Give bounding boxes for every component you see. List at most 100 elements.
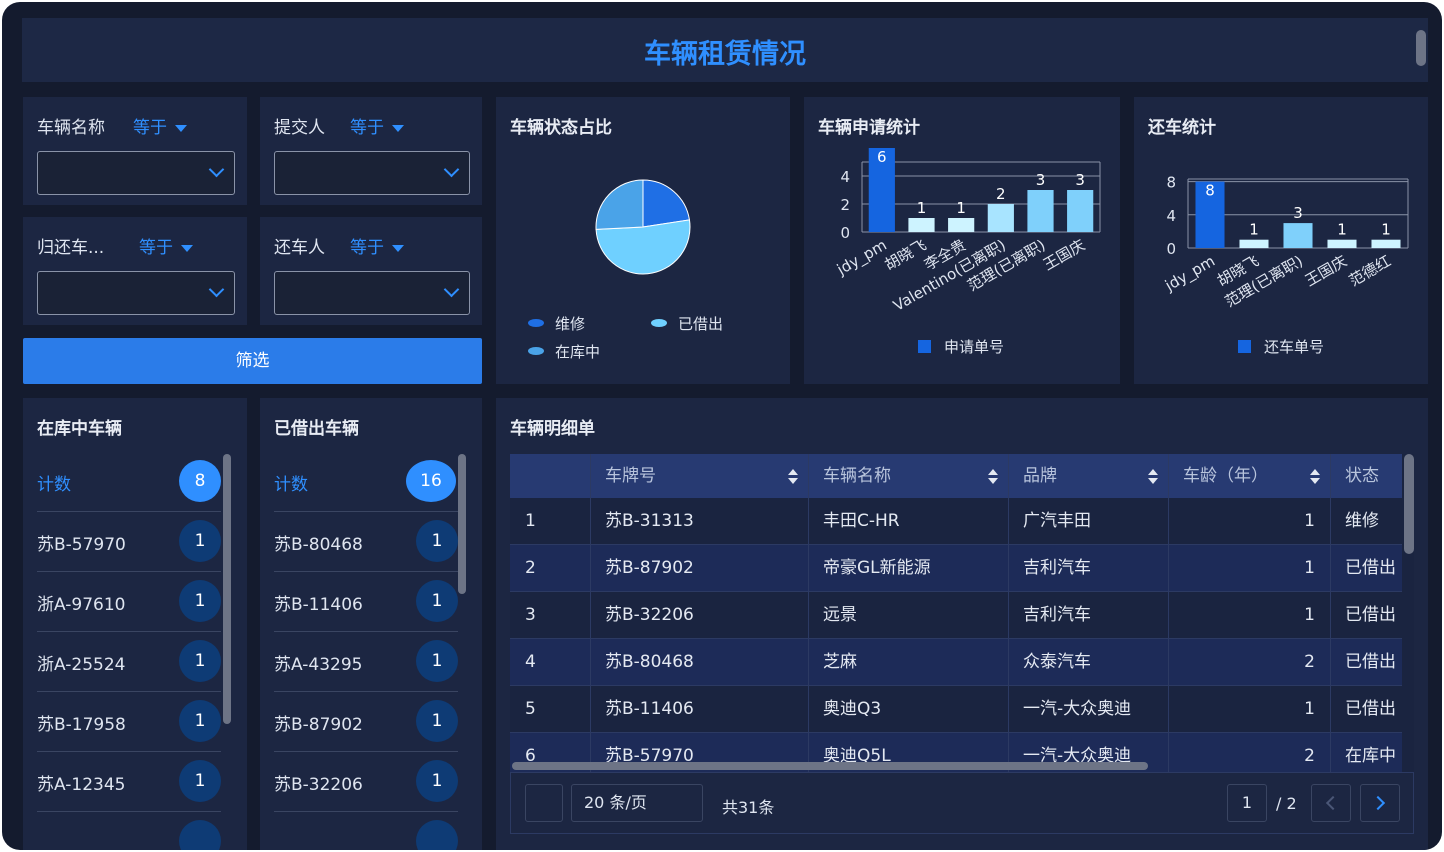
column-header[interactable]: 品牌 xyxy=(1023,466,1057,486)
chevron xyxy=(443,161,460,178)
bar-panel: 车辆申请统计 0 2 4 6 jdy_pm 1 胡晓飞 1 李全贵 2 Valentino(已离职)… xyxy=(804,97,1120,384)
count-label: 计数 xyxy=(37,475,71,495)
column-divider xyxy=(1330,454,1331,772)
table-cell: 1 xyxy=(1304,699,1315,719)
bar xyxy=(1195,181,1225,248)
legend-label: 申请单号 xyxy=(944,338,1004,356)
page-size-select[interactable]: 20 条/页 xyxy=(571,784,703,822)
next-button[interactable] xyxy=(1360,784,1400,822)
column-header[interactable]: 状态 xyxy=(1345,466,1379,486)
value-label: 3 xyxy=(1036,171,1046,189)
row-separator xyxy=(37,571,221,572)
table-cell: 1 xyxy=(1304,558,1315,578)
table-wrapper: 车牌号 车辆名称 品牌 车龄（年） 状态 1 苏B-31313 丰田C-HR 广汽丰田 1 维修 2 苏… xyxy=(510,454,1414,772)
filter-operator[interactable]: 等于 xyxy=(350,113,404,138)
filter-operator[interactable]: 等于 xyxy=(139,233,193,258)
y-tick-label: 0 xyxy=(840,224,850,242)
table-cell: 吉利汽车 xyxy=(1023,605,1091,625)
table-row xyxy=(510,498,1402,545)
pie-panel: 车辆状态占比 维修 已借出 在库中 xyxy=(496,97,790,384)
chevron xyxy=(208,281,225,298)
table-cell: 4 xyxy=(525,652,536,672)
table-cell: 5 xyxy=(525,699,536,719)
vehicle-plate: 苏B-57970 xyxy=(37,535,126,555)
filter-select[interactable] xyxy=(274,151,470,195)
table-cell: 苏B-11406 xyxy=(605,699,694,719)
row-separator xyxy=(37,811,221,812)
export-button[interactable] xyxy=(525,784,563,822)
table-cell: 远景 xyxy=(823,605,857,625)
column-header[interactable]: 车牌号 xyxy=(605,466,656,486)
table-cell: 帝豪GL新能源 xyxy=(823,558,931,578)
table-cell: 2 xyxy=(525,558,536,578)
table-cell: 苏B-87902 xyxy=(605,558,694,578)
count-badge: 1 xyxy=(416,700,458,742)
table-cell: 苏B-57970 xyxy=(605,746,694,766)
table-cell: 芝麻 xyxy=(823,652,857,672)
bar xyxy=(908,218,935,232)
column-divider xyxy=(1168,454,1169,772)
legend-marker xyxy=(1238,340,1251,353)
table-cell: 6 xyxy=(525,746,536,766)
filter-operator[interactable]: 等于 xyxy=(350,233,404,258)
legend-label: 还车单号 xyxy=(1264,338,1324,356)
sort-icon xyxy=(1148,469,1158,475)
table-row xyxy=(510,639,1402,686)
header-bar: 车辆租赁情况 xyxy=(22,18,1428,82)
filter-select[interactable] xyxy=(37,151,235,195)
vehicle-plate: 苏B-11406 xyxy=(274,595,363,615)
sort-icon xyxy=(1310,478,1320,484)
legend-marker xyxy=(918,340,931,353)
table-cell: 2 xyxy=(1304,746,1315,766)
y-tick-label: 4 xyxy=(1166,207,1176,225)
column-header[interactable]: 车龄（年） xyxy=(1183,466,1268,486)
operator-text: 等于 xyxy=(133,118,167,138)
filter-label: 还车人 xyxy=(274,238,325,258)
bar xyxy=(1067,190,1094,232)
table-header xyxy=(510,454,1402,498)
filter-select[interactable] xyxy=(274,271,470,315)
x-tick-label: 王国庆 xyxy=(1302,252,1350,290)
x-tick-label: 王国庆 xyxy=(1040,236,1088,274)
y-tick-label: 2 xyxy=(840,196,850,214)
prev-button[interactable] xyxy=(1311,784,1351,822)
count-badge: 1 xyxy=(179,580,221,622)
bar xyxy=(1239,239,1269,248)
table-cell: 吉利汽车 xyxy=(1023,558,1091,578)
filter-button[interactable]: 筛选 xyxy=(23,338,482,384)
value-label: 2 xyxy=(996,185,1006,203)
vehicle-plate: 苏A-43295 xyxy=(274,655,363,675)
filter-select[interactable] xyxy=(37,271,235,315)
table-cell: 奥迪Q3 xyxy=(823,699,882,719)
table-border xyxy=(510,772,1414,834)
table-cell: 苏B-80468 xyxy=(605,652,694,672)
table-cell: 丰田C-HR xyxy=(823,511,900,531)
chevron xyxy=(443,281,460,298)
page-input[interactable]: 1 xyxy=(1227,784,1267,822)
bar xyxy=(1027,190,1054,232)
bar-chart: 0246jdy_pm1胡晓飞1李全贵2Valentino(已离职)3范理(已离职… xyxy=(833,148,1101,356)
value-label: 1 xyxy=(956,199,966,217)
bar xyxy=(1327,239,1357,248)
filter-panel: 还车人 等于 xyxy=(260,217,482,325)
count-badge: 1 xyxy=(179,700,221,742)
filter-operator[interactable]: 等于 xyxy=(133,113,187,138)
column-header[interactable]: 车辆名称 xyxy=(823,466,891,486)
count-label: 计数 xyxy=(274,475,308,495)
bar-panel: 还车统计 0 4 8 8 jdy_pm 1 胡晓飞 3 范理(已离职) 1 王国庆 1 范德红 还车单号 xyxy=(1134,97,1428,384)
scrollbar xyxy=(1416,30,1426,66)
count-badge: 1 xyxy=(416,580,458,622)
dropdown-icon xyxy=(392,244,404,252)
count-badge: 1 xyxy=(179,520,221,562)
x-tick-label: jdy_pm xyxy=(1161,252,1218,296)
row-separator xyxy=(37,691,221,692)
legend-label: 在库中 xyxy=(555,343,600,361)
value-label: 1 xyxy=(1249,221,1259,239)
table-cell: 已借出 xyxy=(1345,699,1396,719)
panel-title: 还车统计 xyxy=(1148,118,1216,138)
legend-marker xyxy=(528,347,544,355)
y-tick-label: 0 xyxy=(1166,240,1176,258)
value-label: 1 xyxy=(1381,221,1391,239)
column-divider xyxy=(590,454,591,772)
